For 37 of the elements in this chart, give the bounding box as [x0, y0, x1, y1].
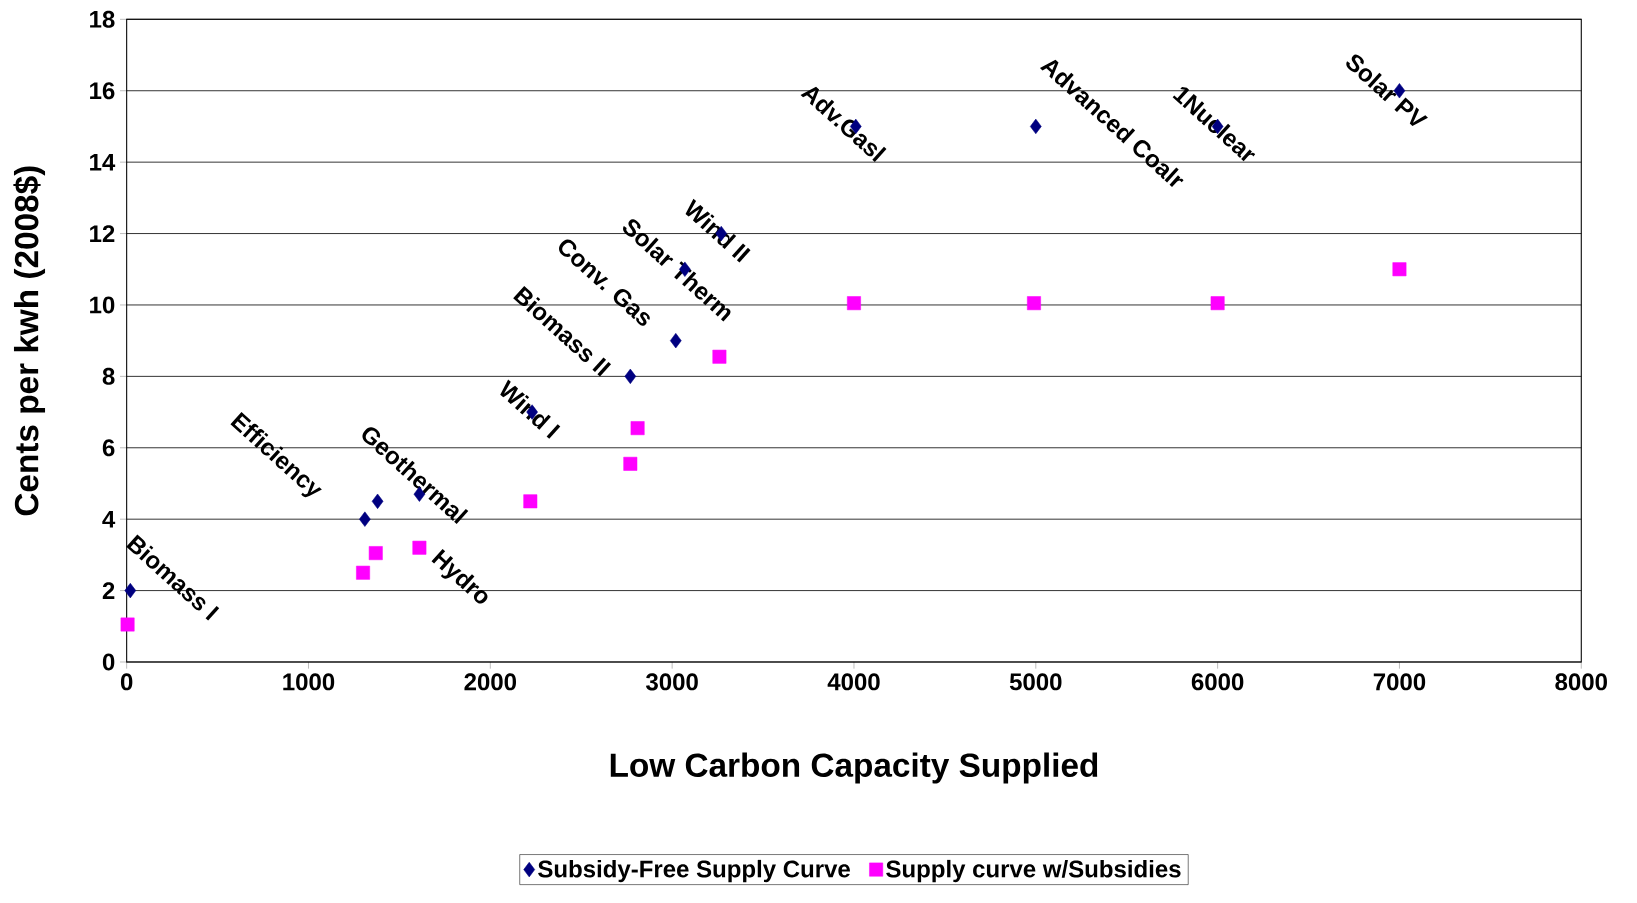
y-axis-title: Cents per kwh (2008$) — [13, 166, 46, 516]
point — [847, 296, 861, 311]
y-tick-label: 2 — [102, 582, 115, 599]
y-tick-label: 12 — [90, 225, 115, 242]
x-tick-label: 8000 — [1555, 673, 1607, 691]
y-tick-label: 8 — [102, 367, 115, 385]
x-tick-label: 6000 — [1191, 673, 1244, 691]
y-tick-label: 4 — [102, 510, 116, 528]
legend-label: Supply curve w/Subsidies — [886, 859, 1181, 883]
point — [624, 368, 637, 384]
y-tick-label: 18 — [90, 10, 115, 28]
y-tick-label: 6 — [102, 439, 115, 457]
point — [670, 333, 682, 349]
point — [523, 494, 538, 509]
x-tick-label: 0 — [120, 673, 133, 691]
legend-label: Subsidy-Free Supply Curve — [538, 859, 850, 883]
point — [630, 421, 645, 436]
y-tick-label: 14 — [90, 153, 116, 171]
point — [412, 540, 427, 555]
point — [1027, 296, 1041, 311]
point — [368, 546, 383, 561]
y-tick-label: 0 — [102, 653, 115, 671]
x-tick-label: 7000 — [1373, 673, 1426, 691]
point — [1210, 296, 1225, 311]
x-tick-label: 3000 — [645, 673, 698, 691]
y-tick-label: 16 — [90, 82, 115, 100]
x-tick-label: 1000 — [283, 673, 335, 691]
x-axis-title: Low Carbon Capacity Supplied — [610, 752, 1098, 784]
point — [623, 456, 638, 471]
point — [712, 349, 727, 364]
point — [120, 617, 135, 632]
point — [1392, 262, 1407, 277]
point — [356, 565, 370, 580]
x-tick-label: 2000 — [464, 673, 517, 691]
y-tick-label: 10 — [90, 296, 115, 314]
x-tick-label: 5000 — [1009, 673, 1062, 691]
x-tick-label: 4000 — [827, 673, 880, 691]
